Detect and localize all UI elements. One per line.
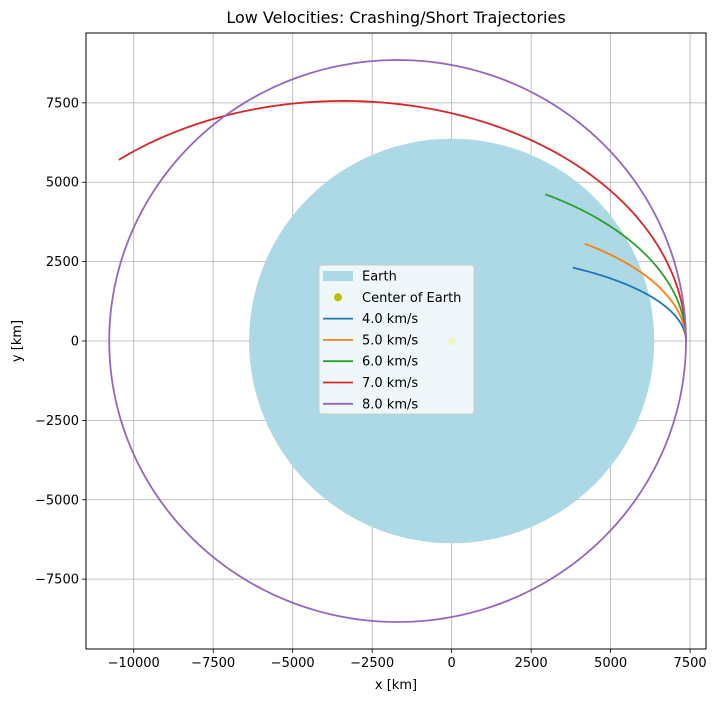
y-tick-label: 5000 [46, 176, 79, 191]
legend: Earth Center of Earth 4.0 km/s 5.0 km/s 6.0 … [318, 264, 475, 415]
x-tick-label: 5000 [594, 656, 627, 671]
legend-label: 5.0 km/s [362, 333, 418, 348]
trajectory-5-0-km-s [584, 242, 687, 341]
trajectory-8-0-km-s [108, 59, 687, 623]
y-tick-label: −5000 [35, 493, 79, 508]
y-tick-label: −2500 [35, 414, 79, 429]
x-tick-label: 2500 [515, 656, 548, 671]
legend-label: 7.0 km/s [362, 376, 418, 391]
x-tick-label: 7500 [674, 656, 707, 671]
x-tick-label: −7500 [191, 656, 235, 671]
x-tick-label: 0 [448, 656, 456, 671]
axis-ticks: −10000 −7500 −5000 −2500 0 2500 5000 7500 −7500 −… [35, 96, 707, 671]
y-axis-label: y [km] [10, 320, 25, 362]
legend-marker-center [334, 293, 342, 302]
x-tick-label: −5000 [271, 656, 315, 671]
legend-label: Center of Earth [362, 291, 461, 306]
legend-swatch-earth [323, 271, 353, 281]
y-tick-label: 0 [71, 335, 79, 350]
legend-label: 6.0 km/s [362, 355, 418, 370]
y-tick-label: 2500 [46, 255, 79, 270]
y-tick-label: 7500 [46, 96, 79, 111]
x-axis-label: x [km] [375, 678, 417, 693]
legend-label: 8.0 km/s [362, 397, 418, 412]
trajectory-6-0-km-s [544, 193, 687, 341]
legend-box [318, 264, 475, 415]
trajectory-4-0-km-s [572, 266, 687, 341]
chart-title: Low Velocities: Crashing/Short Trajector… [226, 8, 565, 27]
x-tick-label: −2500 [350, 656, 394, 671]
trajectory-7-0-km-s [118, 100, 687, 342]
y-tick-label: −7500 [35, 573, 79, 588]
legend-label: 4.0 km/s [362, 312, 418, 327]
legend-label: Earth [362, 270, 397, 285]
x-tick-label: −10000 [108, 656, 160, 671]
